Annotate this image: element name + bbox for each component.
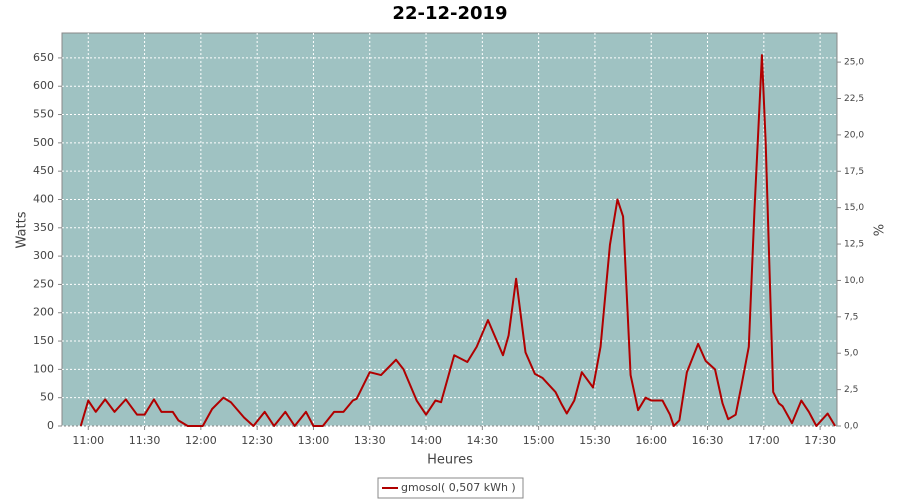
y2-tick-label: 15,0 <box>844 203 864 213</box>
y2-tick-label: 20,0 <box>844 130 864 140</box>
y-tick-label: 550 <box>33 108 54 121</box>
x-tick-label: 12:00 <box>185 434 217 447</box>
x-tick-label: 14:00 <box>410 434 442 447</box>
x-tick-label: 12:30 <box>241 434 273 447</box>
x-axis-label: Heures <box>427 453 473 468</box>
x-tick-label: 15:30 <box>579 434 611 447</box>
y2-tick-label: 22,5 <box>844 94 864 104</box>
y2-tick-label: 10,0 <box>844 276 864 286</box>
x-tick-label: 16:30 <box>692 434 724 447</box>
y-axis-label: Watts <box>15 211 30 248</box>
y2-tick-label: 0,0 <box>844 422 859 432</box>
x-tick-label: 11:00 <box>72 434 104 447</box>
x-tick-label: 16:00 <box>635 434 667 447</box>
y2-axis-label: % <box>873 224 888 236</box>
y-tick-label: 0 <box>47 419 54 432</box>
x-tick-label: 13:00 <box>298 434 330 447</box>
x-tick-label: 17:00 <box>748 434 780 447</box>
y-tick-label: 450 <box>33 164 54 177</box>
legend-label: gmosol( 0,507 kWh ) <box>401 481 516 494</box>
y-tick-label: 400 <box>33 192 54 205</box>
y-tick-label: 50 <box>40 391 54 404</box>
y2-tick-label: 12,5 <box>844 240 864 250</box>
chart-title: 22-12-2019 <box>392 3 507 24</box>
y2-tick-label: 7,5 <box>844 312 858 322</box>
series-line <box>79 54 836 427</box>
x-tick-label: 11:30 <box>129 434 161 447</box>
x-tick-label: 15:00 <box>523 434 555 447</box>
y-tick-label: 650 <box>33 51 54 64</box>
y-tick-label: 100 <box>33 362 54 375</box>
y-tick-label: 300 <box>33 249 54 262</box>
plot-area <box>61 32 838 427</box>
x-tick-label: 13:30 <box>354 434 386 447</box>
y-tick-label: 250 <box>33 277 54 290</box>
x-tick-label: 14:30 <box>466 434 498 447</box>
y-tick-label: 350 <box>33 221 54 234</box>
legend-box <box>377 477 524 499</box>
y-tick-label: 600 <box>33 79 54 92</box>
x-tick-label: 17:30 <box>804 434 836 447</box>
y-tick-label: 200 <box>33 306 54 319</box>
y2-tick-label: 25,0 <box>844 58 864 68</box>
y2-tick-label: 17,5 <box>844 167 864 177</box>
y2-tick-label: 5,0 <box>844 349 859 359</box>
y2-tick-label: 2,5 <box>844 385 858 395</box>
y-tick-label: 150 <box>33 334 54 347</box>
y-tick-label: 500 <box>33 136 54 149</box>
